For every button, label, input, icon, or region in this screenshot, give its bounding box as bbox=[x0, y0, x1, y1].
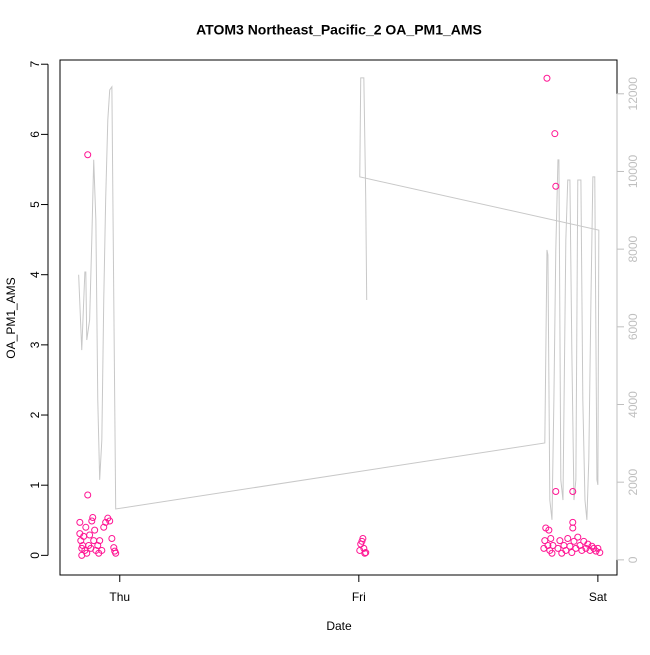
point bbox=[562, 546, 570, 554]
point bbox=[83, 549, 91, 557]
chart-title: ATOM3 Northeast_Pacific_2 OA_PM1_AMS bbox=[196, 22, 482, 38]
y2-tick-label: 2000 bbox=[626, 469, 640, 496]
point bbox=[102, 518, 110, 526]
y-axis-label: OA_PM1_AMS bbox=[4, 277, 18, 358]
point bbox=[564, 535, 572, 543]
y-tick-label: 3 bbox=[28, 341, 42, 348]
point bbox=[596, 549, 604, 557]
point bbox=[548, 549, 556, 557]
point bbox=[568, 549, 576, 557]
point bbox=[84, 491, 92, 499]
point bbox=[554, 544, 562, 552]
point bbox=[76, 518, 84, 526]
point bbox=[588, 542, 596, 550]
x-tick-label: Thu bbox=[109, 590, 130, 604]
line bbox=[78, 77, 600, 520]
y-tick-label: 7 bbox=[28, 61, 42, 68]
point bbox=[91, 526, 99, 534]
point bbox=[108, 535, 116, 543]
point bbox=[547, 535, 555, 543]
y-tick-label: 4 bbox=[28, 271, 42, 278]
point bbox=[582, 544, 590, 552]
point bbox=[112, 549, 120, 557]
point bbox=[84, 151, 92, 159]
y-tick-label: 2 bbox=[28, 411, 42, 418]
x-axis-label: Date bbox=[326, 619, 352, 633]
point bbox=[543, 74, 551, 82]
y-tick-label: 0 bbox=[28, 552, 42, 559]
point bbox=[98, 546, 106, 554]
point bbox=[360, 544, 368, 552]
y2-tick-label: 4000 bbox=[626, 391, 640, 418]
point bbox=[88, 517, 96, 525]
y-tick-label: 6 bbox=[28, 131, 42, 138]
point bbox=[362, 549, 370, 557]
x-tick-label: Fri bbox=[352, 590, 366, 604]
point bbox=[106, 517, 114, 525]
point bbox=[552, 182, 560, 190]
point bbox=[569, 488, 577, 496]
point bbox=[541, 537, 549, 545]
point bbox=[594, 544, 602, 552]
point bbox=[551, 130, 559, 138]
y2-tick-label: 8000 bbox=[626, 235, 640, 262]
y-tick-label: 5 bbox=[28, 201, 42, 208]
y2-tick-label: 0 bbox=[626, 556, 640, 563]
point bbox=[574, 533, 582, 541]
y2-tick-label: 10000 bbox=[626, 154, 640, 188]
point bbox=[578, 546, 586, 554]
point bbox=[584, 540, 592, 548]
y2-tick-label: 12000 bbox=[626, 77, 640, 111]
point bbox=[566, 542, 574, 550]
point bbox=[86, 531, 94, 539]
point bbox=[89, 513, 97, 521]
x-tick-label: Sat bbox=[589, 590, 608, 604]
point bbox=[556, 537, 564, 545]
point bbox=[569, 524, 577, 532]
point bbox=[82, 523, 90, 531]
y-tick-label: 1 bbox=[28, 482, 42, 489]
point bbox=[359, 535, 367, 543]
point bbox=[361, 549, 369, 557]
y2-tick-label: 6000 bbox=[626, 313, 640, 340]
point bbox=[552, 488, 560, 496]
point bbox=[570, 537, 578, 545]
point bbox=[545, 526, 553, 534]
point bbox=[96, 537, 104, 545]
